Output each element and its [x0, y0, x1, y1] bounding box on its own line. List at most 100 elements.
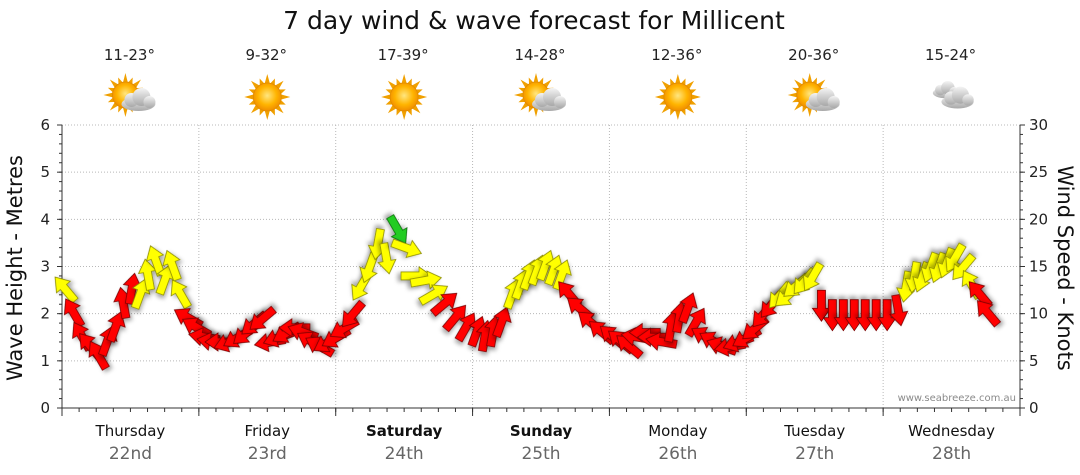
wind-arrow: [170, 279, 192, 310]
day-name-label: Thursday: [95, 422, 166, 440]
left-tick-label: 5: [40, 163, 50, 181]
day-weather: 20-36°: [787, 46, 840, 117]
x-axis: Thursday 22nd Friday 23rd Saturday 24th Sunday…: [61, 407, 1021, 464]
day-weather: 17-39°: [378, 46, 429, 120]
left-tick-label: 6: [40, 116, 50, 134]
wind-arrow: [377, 242, 397, 275]
grid-lines: [62, 124, 1020, 408]
cloud-puff: [962, 94, 974, 106]
wind-arrow: [645, 331, 678, 351]
temperature-range: 9-32°: [246, 46, 288, 64]
temperature-range: 12-36°: [651, 46, 702, 64]
cloud-puff: [827, 96, 840, 108]
sun-ray: [533, 106, 539, 117]
wind-arrow: [54, 276, 79, 304]
day-name-label: Saturday: [366, 422, 443, 440]
wind-arrow: [386, 214, 408, 245]
day-date-label: 26th: [658, 444, 697, 464]
day-name-label: Monday: [648, 422, 707, 440]
wind-arrow: [802, 261, 825, 292]
sun-ray: [690, 94, 701, 100]
chart-title: 7 day wind & wave forecast for Millicent: [283, 6, 785, 35]
sun-ray: [514, 92, 525, 98]
sun-disc: [663, 82, 693, 112]
sun-ray: [244, 94, 255, 100]
wind-arrow: [977, 300, 1002, 328]
sun-ray: [533, 73, 539, 84]
right-tick-label: 20: [1029, 210, 1048, 228]
day-name-label: Wednesday: [908, 422, 995, 440]
sun-ray: [279, 94, 291, 100]
sun-ray: [122, 73, 129, 84]
sun-ray: [264, 109, 271, 120]
sun-ray: [807, 73, 813, 84]
cloudy-icon: [932, 81, 974, 109]
sun-disc: [389, 82, 419, 112]
sun-disc: [252, 82, 282, 112]
cloud-shape: [805, 88, 840, 111]
sun-ray: [654, 94, 666, 100]
sun-ray: [807, 106, 813, 117]
wind-arrow: [130, 278, 151, 310]
partly-cloudy-icon: [787, 73, 840, 117]
day-date-label: 23rd: [248, 444, 287, 464]
sun-ray: [401, 74, 407, 85]
cloud-puff: [554, 96, 566, 108]
partly-cloudy-icon: [514, 73, 566, 117]
wind-arrow: [409, 270, 442, 290]
wind-arrow: [342, 299, 367, 328]
temperature-range: 20-36°: [788, 46, 839, 64]
sun-ray: [122, 106, 129, 117]
left-tick-label: 3: [40, 258, 50, 276]
cloud-shape: [121, 88, 156, 111]
day-weather: 9-32°: [244, 46, 291, 120]
partly-cloudy-icon: [103, 73, 156, 117]
temperature-range: 17-39°: [378, 46, 429, 64]
day-weather: 15-24°: [925, 46, 976, 109]
right-axis-label: Wind Speed - Knots: [1053, 165, 1077, 370]
wind-arrow: [492, 306, 512, 339]
wind-arrow: [429, 292, 458, 317]
sun-ray: [381, 94, 392, 100]
temperature-range: 14-28°: [514, 46, 565, 64]
day-name-label: Friday: [245, 422, 291, 440]
wind-arrow: [106, 311, 126, 343]
right-tick-label: 25: [1029, 163, 1048, 181]
cloud-puff: [143, 96, 156, 108]
day-name-label: Tuesday: [783, 422, 845, 440]
sunny-icon: [244, 74, 291, 120]
wind-arrows: [54, 214, 1002, 371]
sun-ray: [416, 94, 428, 100]
day-date-label: 25th: [521, 444, 560, 464]
credit-text: www.seabreeze.com.au: [898, 393, 1016, 404]
right-tick-label: 5: [1029, 352, 1039, 370]
day-date-label: 22nd: [109, 444, 152, 464]
sun-ray: [401, 109, 407, 120]
sun-ray: [675, 74, 681, 85]
sun-ray: [103, 92, 114, 98]
left-tick-label: 0: [40, 399, 50, 417]
wind-arrow: [684, 307, 706, 338]
left-tick-label: 4: [40, 210, 50, 228]
right-tick-label: 15: [1029, 258, 1048, 276]
cloud-shape: [941, 86, 974, 109]
wind-arrow: [249, 305, 277, 330]
right-y-axis: 0 5 10 15 20 25 30: [1019, 116, 1048, 417]
wind-arrow: [390, 238, 423, 259]
right-tick-label: 10: [1029, 305, 1048, 323]
wind-arrow: [889, 294, 909, 327]
left-y-axis: 0 1 2 3 4 5 6: [40, 116, 63, 417]
day-date-label: 28th: [932, 444, 971, 464]
left-axis-label: Wave Height - Metres: [3, 155, 27, 381]
right-tick-label: 30: [1029, 116, 1048, 134]
cloud-shape: [532, 88, 566, 111]
sun-ray: [264, 74, 271, 85]
day-weather: 12-36°: [651, 46, 702, 120]
day-weather: 14-28°: [514, 46, 566, 117]
wind-arrow: [552, 259, 572, 291]
left-tick-label: 2: [40, 305, 50, 323]
day-name-label: Sunday: [510, 422, 573, 440]
wind-arrow: [418, 284, 449, 306]
left-tick-label: 1: [40, 352, 50, 370]
sunny-icon: [654, 74, 701, 120]
